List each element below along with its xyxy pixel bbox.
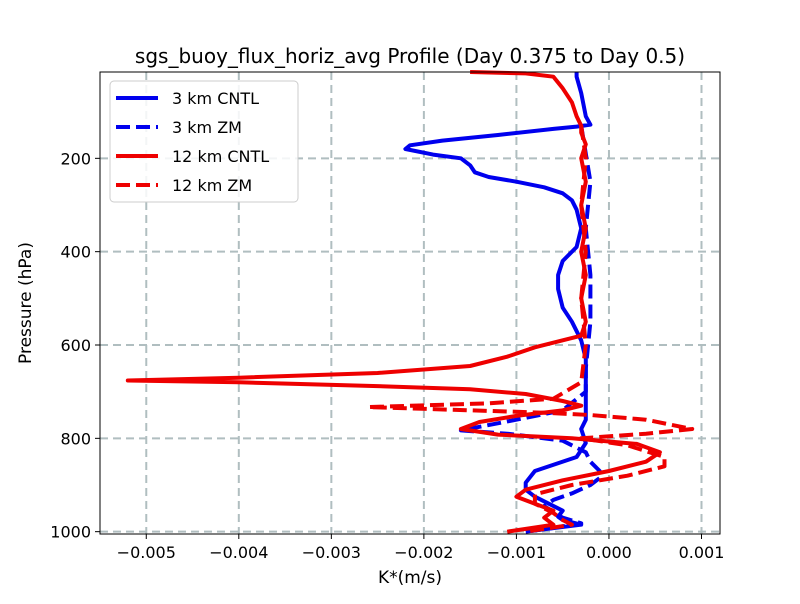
x-tick-label: 0.000	[586, 543, 632, 562]
x-axis-label: K*(m/s)	[378, 568, 442, 588]
y-axis-label: Pressure (hPa)	[16, 242, 36, 364]
series-line-3-km-cntl	[403, 72, 593, 534]
y-tick-label: 400	[60, 243, 91, 262]
legend-label: 3 km CNTL	[172, 89, 259, 108]
y-tick-label: 800	[60, 429, 91, 448]
x-tick-label: −0.004	[209, 543, 268, 562]
series-line-12-km-zm	[366, 125, 695, 534]
x-tick-label: 0.001	[679, 543, 725, 562]
plot-frame	[99, 71, 721, 535]
chart-title: sgs_buoy_flux_horiz_avg Profile (Day 0.3…	[135, 44, 685, 68]
x-tick-label: −0.002	[394, 543, 453, 562]
legend-label: 12 km CNTL	[172, 147, 269, 166]
legend: 3 km CNTL 3 km ZM 12 km CNTL 12 km ZM	[109, 80, 299, 203]
grid	[100, 72, 720, 534]
legend-box	[109, 80, 299, 203]
x-axis: −0.005 −0.004 −0.003 −0.002 −0.001 0.000 0.001	[117, 534, 725, 562]
x-tick-label: −0.001	[487, 543, 546, 562]
y-tick-label: 200	[60, 149, 91, 168]
series-line-12-km-cntl	[125, 70, 662, 534]
legend-label: 3 km ZM	[172, 118, 242, 137]
x-tick-label: −0.005	[117, 543, 176, 562]
y-tick-label: 600	[60, 336, 91, 355]
x-tick-label: −0.003	[302, 543, 361, 562]
series-lines	[125, 70, 695, 534]
legend-label: 12 km ZM	[172, 176, 252, 195]
y-axis: 200 400 600 800 1000	[50, 149, 100, 542]
y-tick-label: 1000	[50, 523, 91, 542]
